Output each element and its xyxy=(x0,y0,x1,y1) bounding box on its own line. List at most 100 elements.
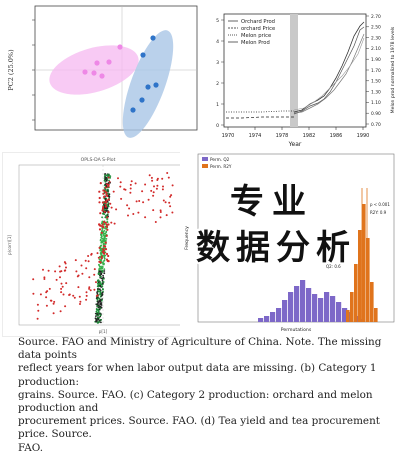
splot-point xyxy=(97,301,100,304)
splot-point-red xyxy=(107,198,110,201)
splot-point-red xyxy=(101,207,105,210)
pca-svg: PC2 (25.0%) xyxy=(7,5,198,138)
pca-point-pink xyxy=(117,44,123,50)
splot-point-red xyxy=(101,250,104,253)
hist-bar-orange xyxy=(362,204,366,322)
splot-point xyxy=(102,261,104,264)
pca-point-blue xyxy=(150,35,156,41)
line-x-ticks: 1970 1974 1978 1982 1986 1990 xyxy=(222,127,369,139)
splot-point xyxy=(99,252,102,255)
splot-point-red xyxy=(100,255,103,258)
hist-bar-purple xyxy=(318,298,324,322)
splot-point-red xyxy=(107,223,110,226)
hist-bar-purple xyxy=(276,308,282,322)
splot-point-red xyxy=(156,184,159,187)
splot-point-red xyxy=(162,199,165,202)
splot-point-red xyxy=(39,293,42,296)
splot-point xyxy=(95,315,97,317)
splot-point xyxy=(96,293,99,295)
splot-point-red xyxy=(151,179,154,182)
splot-point-red xyxy=(104,221,107,224)
splot-point-red xyxy=(85,267,88,270)
pca-point-blue xyxy=(130,107,136,113)
line-series-rise xyxy=(293,33,365,114)
hist-bar-purple xyxy=(336,302,342,322)
splot-point-red xyxy=(103,252,106,255)
splot-point-red xyxy=(129,187,132,190)
splot-point xyxy=(96,282,99,285)
splot-point-red xyxy=(104,205,108,208)
line-x-tick-label: 1986 xyxy=(330,133,343,139)
splot-point-red xyxy=(98,201,101,204)
splot-point-red xyxy=(144,183,147,186)
splot-point-red xyxy=(102,192,105,195)
splot-point xyxy=(99,293,102,295)
hist-bar-purple xyxy=(342,308,348,322)
line-left-tick-label: 2 xyxy=(216,81,219,87)
line-right-ticks: 2.70 2.50 2.30 2.10 1.90 1.70 1.50 1.30 1.10 0.90… xyxy=(366,14,381,128)
line-series-flat xyxy=(226,116,294,119)
splot-point-red xyxy=(162,185,164,188)
splot-point-red xyxy=(97,256,100,259)
production-price-line-chart: Orchard Prod orchard Price Melon price M… xyxy=(202,0,400,152)
splot-points xyxy=(32,172,174,324)
splot-point xyxy=(96,321,99,324)
line-chart-svg: Orchard Prod orchard Price Melon price M… xyxy=(216,13,396,148)
splot-point-red xyxy=(85,298,88,301)
splot-point xyxy=(100,277,103,280)
splot-point xyxy=(99,249,102,252)
splot-point-red xyxy=(120,197,123,200)
splot-point xyxy=(103,254,105,257)
splot-y-axis-label: p(corr)[1] xyxy=(7,235,12,255)
splot-point-red xyxy=(59,276,61,279)
splot-point-red xyxy=(169,205,172,208)
splot-point-red xyxy=(37,309,40,312)
splot-point xyxy=(103,232,105,235)
splot-point xyxy=(98,264,100,266)
splot-point-red xyxy=(161,177,164,180)
line-right-tick-label: 2.70 xyxy=(371,14,381,20)
splot-point-red xyxy=(128,207,131,210)
splot-point-red xyxy=(155,187,158,190)
splot-point-red xyxy=(164,201,167,204)
pca-point-blue xyxy=(153,82,159,88)
splot-point-red xyxy=(103,220,106,223)
splot-point-red xyxy=(159,209,162,212)
splot-point-red xyxy=(77,286,80,289)
pca-group-b-points xyxy=(130,35,159,113)
splot-point-red xyxy=(42,268,44,271)
splot-point-red xyxy=(152,194,155,197)
line-right-tick-label: 2.30 xyxy=(371,35,381,41)
splot-point-red xyxy=(106,216,109,219)
splot-point-red xyxy=(100,257,103,260)
splot-point-red xyxy=(43,278,46,280)
splot-point-red xyxy=(63,261,66,264)
splot-point-red xyxy=(104,203,107,206)
splot-point xyxy=(105,230,108,233)
hist-bar-purple xyxy=(312,294,318,322)
splot-point xyxy=(103,272,106,275)
splot-point-red xyxy=(106,194,109,198)
line-right-tick-label: 0.90 xyxy=(371,111,381,117)
splot-point-red xyxy=(105,191,108,194)
splot-point xyxy=(106,203,108,206)
splot-point xyxy=(103,234,105,237)
hist-bar-orange xyxy=(366,238,370,322)
splot-point-red xyxy=(135,200,138,203)
splot-point-red xyxy=(65,282,68,285)
splot-point-red xyxy=(107,185,110,188)
splot-title: OPLS-DA S-Plot xyxy=(81,157,116,163)
splot-point-red xyxy=(36,317,39,320)
line-right-tick-label: 1.90 xyxy=(371,57,381,63)
splot-point-red xyxy=(167,176,170,179)
splot-point-red xyxy=(53,300,56,303)
splot-point-red xyxy=(75,270,78,273)
splot-point xyxy=(103,260,105,262)
splot-point-red xyxy=(60,291,63,294)
splot-point-red xyxy=(104,200,107,203)
splot-point-red xyxy=(48,287,51,290)
splot-point xyxy=(104,178,106,181)
splot-point-red xyxy=(153,185,155,188)
splot-point-red xyxy=(141,190,144,193)
splot-point-red xyxy=(110,221,113,224)
